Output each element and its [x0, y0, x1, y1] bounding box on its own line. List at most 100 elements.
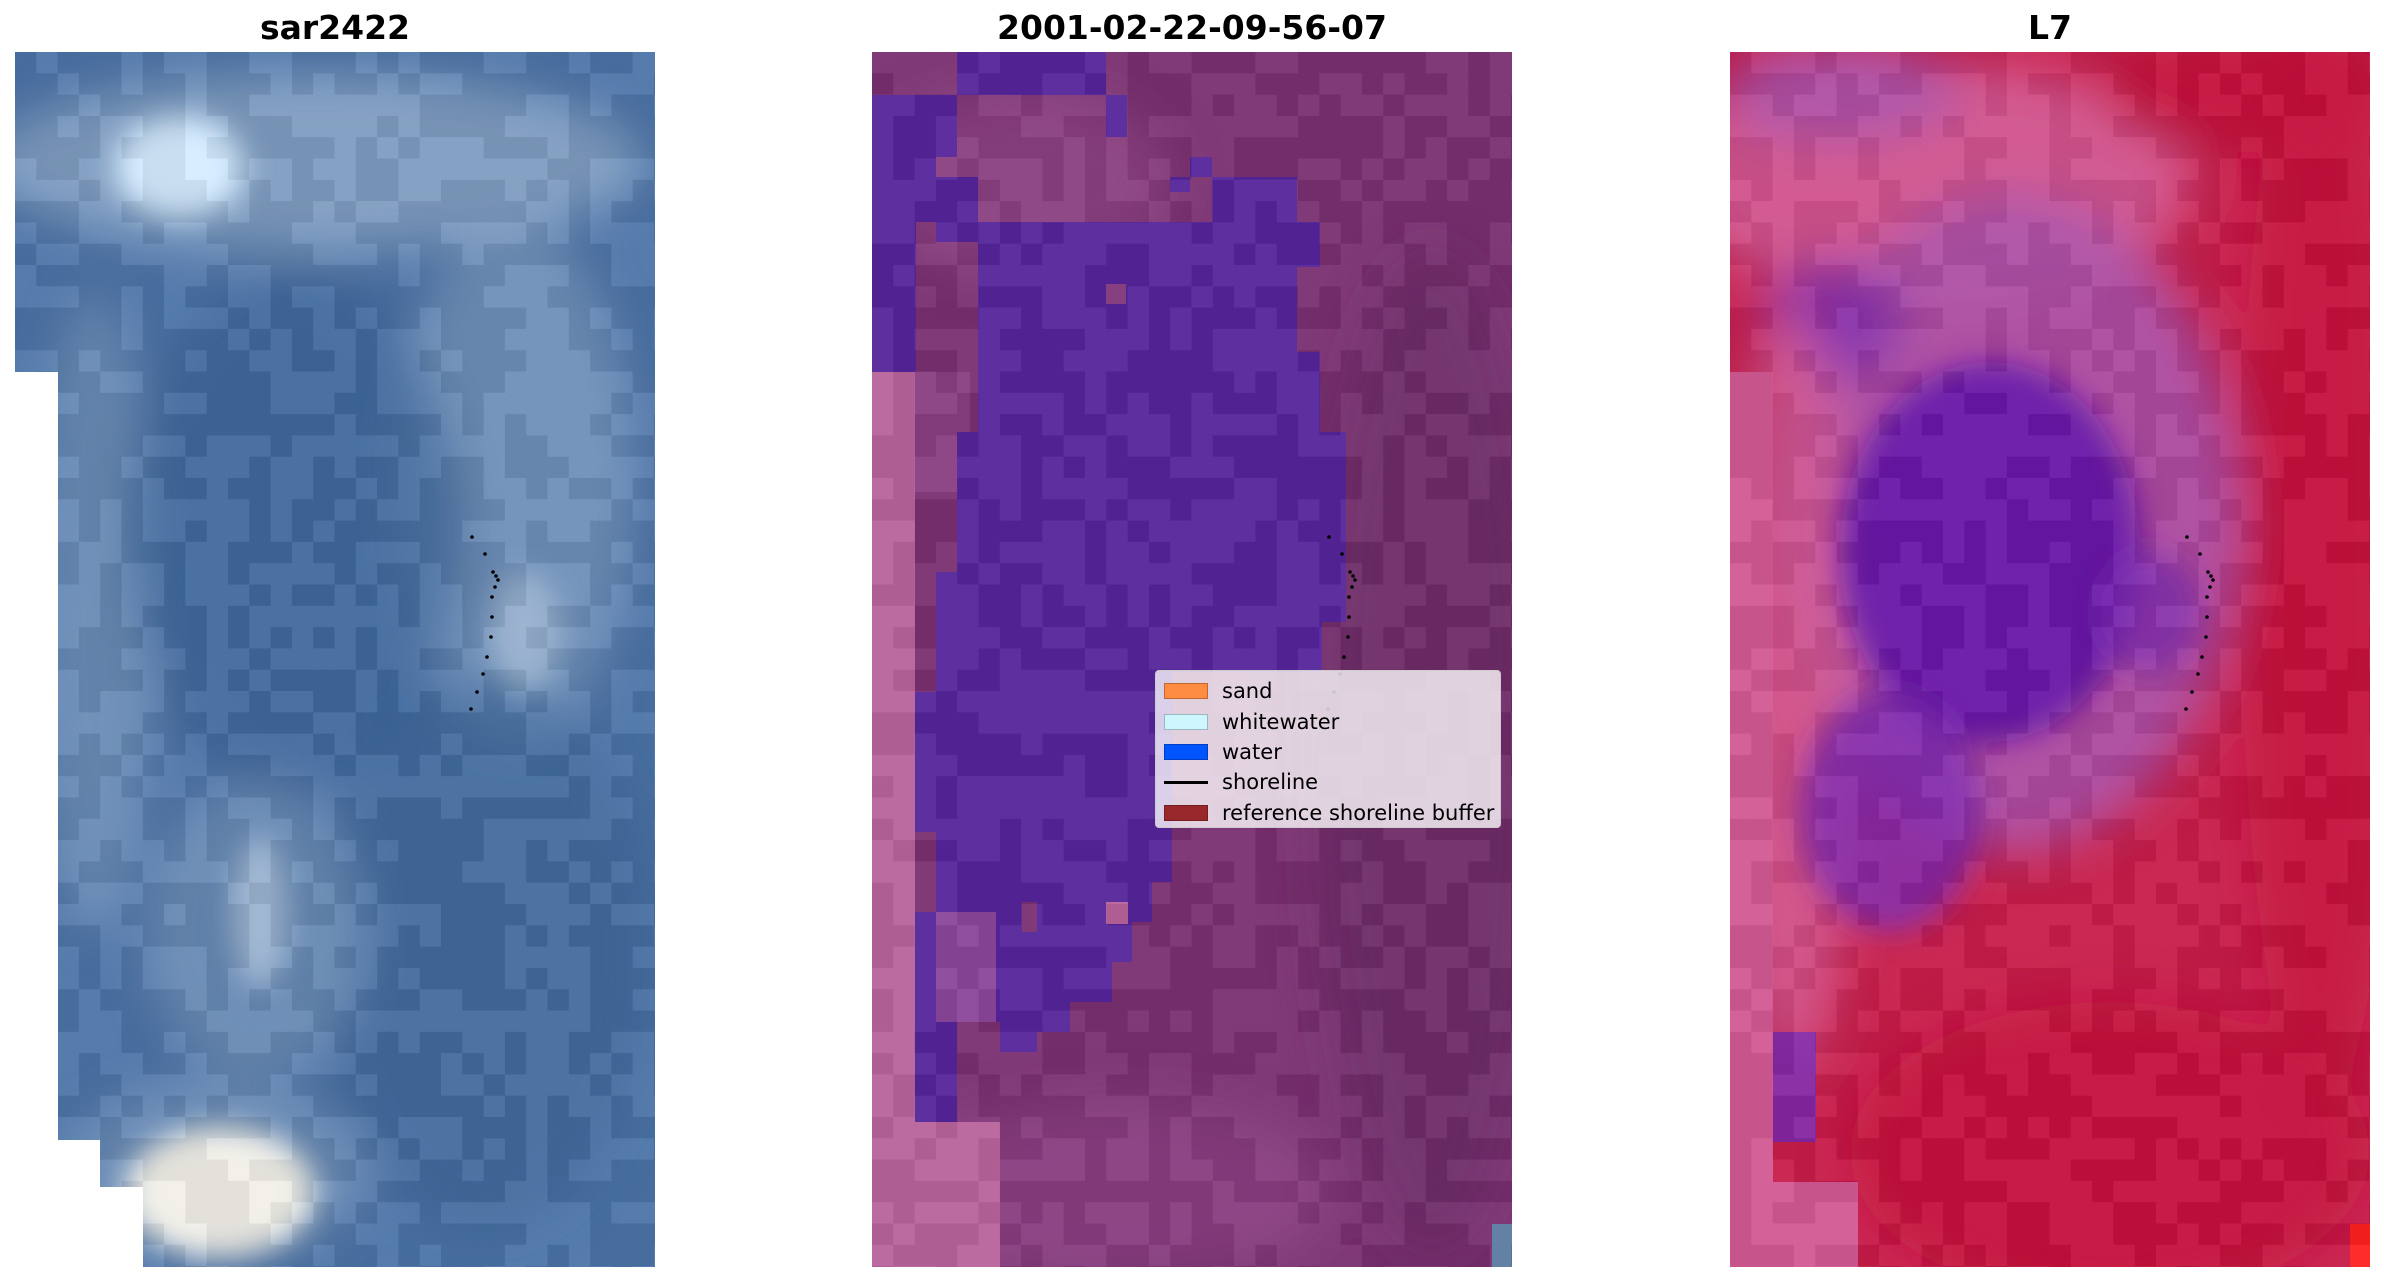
raster-pixel [1021, 350, 1043, 372]
raster-pixel [1921, 584, 1944, 607]
raster-pixel [142, 712, 165, 735]
raster-pixel [1234, 925, 1256, 948]
raster-pixel [632, 1244, 655, 1267]
raster-pixel [2241, 137, 2263, 159]
raster-pixel [164, 328, 186, 351]
raster-pixel [1361, 1223, 1384, 1246]
raster-pixel [1404, 243, 1427, 266]
raster-pixel [1857, 712, 1880, 735]
raster-pixel [1383, 861, 1405, 884]
raster-pixel [291, 669, 314, 692]
raster-pixel [483, 73, 506, 96]
raster-pixel [1751, 520, 1774, 543]
raster-pixel [206, 1053, 229, 1075]
raster-pixel [2006, 52, 2029, 74]
raster-pixel [2028, 73, 2050, 96]
raster-pixel [1857, 73, 1880, 96]
raster-pixel [504, 669, 527, 692]
raster-pixel [185, 1159, 208, 1182]
raster-pixel [1815, 222, 1837, 245]
raster-pixel [1964, 776, 1987, 798]
raster-pixel [462, 627, 485, 649]
raster-pixel [2070, 307, 2093, 330]
raster-pixel [334, 904, 357, 926]
raster-pixel [611, 989, 634, 1011]
raster-pixel [568, 243, 591, 266]
raster-pixel [1340, 1053, 1363, 1075]
raster-pixel [1836, 286, 1859, 309]
raster-pixel [483, 925, 506, 948]
raster-pixel [978, 989, 1001, 1011]
raster-pixel [1319, 179, 1342, 202]
raster-pixel [313, 691, 335, 713]
raster-pixel [355, 627, 378, 649]
raster-pixel [1404, 1266, 1427, 1267]
raster-pixel [999, 946, 1022, 969]
raster-pixel [872, 1095, 894, 1118]
raster-pixel [2049, 435, 2072, 458]
raster-pixel [1468, 414, 1491, 436]
raster-pixel [1468, 1074, 1491, 1097]
raster-pixel [590, 691, 612, 713]
raster-pixel [1793, 754, 1816, 777]
raster-pixel [935, 989, 958, 1011]
raster-pixel [15, 414, 37, 436]
raster-pixel [100, 648, 122, 671]
raster-pixel [483, 733, 506, 756]
raster-pixel [142, 371, 165, 394]
raster-pixel [2113, 669, 2136, 692]
raster-pixel [1730, 605, 1752, 628]
raster-pixel [1447, 1095, 1469, 1118]
raster-pixel [999, 1010, 1022, 1033]
raster-pixel [377, 1244, 399, 1267]
raster-pixel [1511, 925, 1512, 948]
raster-pixel [1447, 414, 1469, 436]
raster-pixel [1815, 946, 1837, 969]
raster-pixel [914, 904, 937, 926]
raster-pixel [568, 776, 591, 798]
raster-pixel [2369, 371, 2370, 394]
raster-pixel [1319, 882, 1342, 905]
raster-pixel [1063, 371, 1086, 394]
raster-pixel [590, 52, 612, 74]
raster-pixel [1063, 818, 1086, 841]
raster-pixel [1106, 94, 1129, 117]
raster-pixel [590, 882, 612, 905]
raster-pixel [164, 1180, 186, 1203]
raster-pixel [568, 1053, 591, 1075]
raster-pixel [978, 840, 1001, 862]
raster-pixel [1127, 73, 1150, 96]
raster-pixel [1815, 861, 1837, 884]
raster-pixel [398, 691, 421, 713]
raster-pixel [1361, 1159, 1384, 1182]
raster-pixel [1943, 946, 1965, 969]
raster-pixel [355, 307, 378, 330]
raster-pixel [1255, 605, 1278, 628]
raster-pixel [142, 435, 165, 458]
raster-pixel [142, 520, 165, 543]
raster-pixel [2262, 115, 2285, 138]
raster-pixel [1751, 52, 1774, 74]
raster-pixel [78, 371, 101, 394]
raster-pixel [100, 840, 122, 862]
raster-pixel [2092, 733, 2114, 756]
raster-pixel [1361, 584, 1384, 607]
raster-pixel [377, 967, 399, 990]
raster-pixel [2006, 605, 2029, 628]
raster-pixel [1489, 222, 1512, 245]
raster-pixel [1042, 499, 1065, 522]
raster-pixel [1751, 605, 1774, 628]
raster-pixel [2113, 478, 2136, 500]
raster-pixel [1425, 1053, 1448, 1075]
raster-pixel [2006, 414, 2029, 436]
raster-pixel [185, 456, 208, 479]
raster-pixel [185, 73, 208, 96]
raster-pixel [611, 1266, 634, 1267]
raster-pixel [1468, 52, 1491, 74]
raster-pixel [398, 1266, 421, 1267]
raster-pixel [632, 818, 655, 841]
raster-pixel [1127, 1095, 1150, 1118]
raster-pixel [313, 840, 335, 862]
raster-pixel [2219, 137, 2242, 159]
raster-pixel [2156, 840, 2178, 862]
